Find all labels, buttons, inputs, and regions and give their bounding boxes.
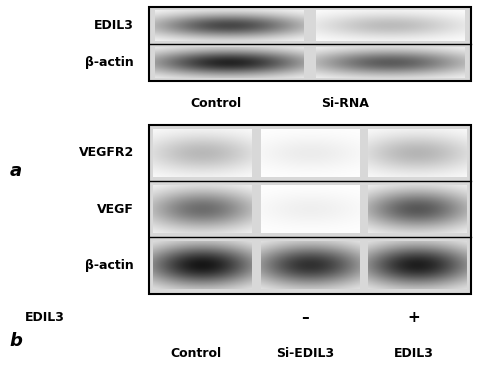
Text: β-actin: β-actin <box>85 56 134 69</box>
Bar <box>149 7 471 81</box>
Text: β-actin: β-actin <box>85 259 134 272</box>
Text: Control: Control <box>170 347 222 360</box>
Text: VEGF: VEGF <box>97 203 134 216</box>
Text: Si-EDIL3: Si-EDIL3 <box>276 347 334 360</box>
Text: b: b <box>10 332 23 350</box>
Bar <box>149 125 471 294</box>
Text: +: + <box>408 310 421 325</box>
Bar <box>149 125 471 294</box>
Text: EDIL3: EDIL3 <box>394 347 434 360</box>
Text: a: a <box>10 161 22 180</box>
Text: VEGFR2: VEGFR2 <box>79 146 134 159</box>
Text: Si-RNA: Si-RNA <box>321 97 369 110</box>
Bar <box>149 7 471 81</box>
Text: –: – <box>301 310 309 325</box>
Text: EDIL3: EDIL3 <box>25 311 64 324</box>
Text: EDIL3: EDIL3 <box>94 19 134 32</box>
Text: Control: Control <box>190 97 242 110</box>
